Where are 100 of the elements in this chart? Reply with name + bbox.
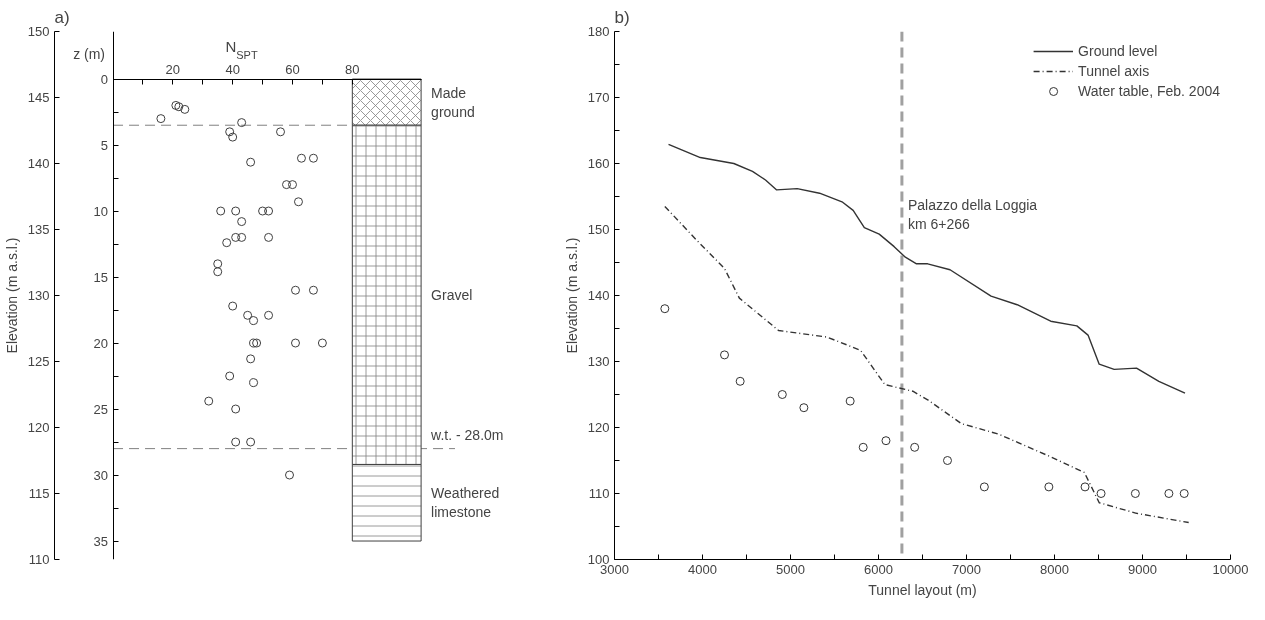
point — [231, 437, 241, 447]
point — [308, 153, 318, 163]
y-tick-label: 140 — [587, 288, 610, 303]
y-tick-label: 5 — [100, 137, 109, 153]
point — [1044, 482, 1054, 492]
point — [799, 403, 809, 413]
point — [225, 371, 235, 381]
point — [231, 404, 241, 414]
x-tick-label: 4000 — [688, 561, 717, 577]
point — [246, 157, 256, 167]
point — [213, 259, 223, 269]
x-tick-label: 20 — [165, 62, 181, 78]
point — [317, 338, 327, 348]
line-series — [667, 143, 1186, 394]
y2-axis-title: Elevation (m a.s.l.) — [3, 237, 20, 354]
x-axis-title: Tunnel layout (m) — [868, 581, 977, 598]
x-tick-label: 6000 — [864, 561, 893, 577]
x-tick-label: 80 — [345, 62, 360, 78]
point — [228, 301, 238, 311]
point — [225, 127, 235, 137]
point — [1164, 489, 1174, 498]
y-tick-label: 120 — [587, 420, 610, 435]
y-tick-label: 0 — [100, 71, 109, 87]
point — [282, 180, 292, 190]
point — [293, 197, 303, 207]
point — [1096, 489, 1106, 498]
point — [308, 285, 318, 295]
y-tick-label: 25 — [93, 401, 109, 417]
y-tick-label: 160 — [587, 156, 610, 171]
point — [777, 390, 787, 399]
point — [180, 104, 190, 114]
point — [1179, 489, 1189, 498]
y2-tick-label: 115 — [28, 486, 50, 501]
y-tick-label: 150 — [587, 222, 610, 237]
point — [276, 127, 286, 137]
x-tick-label: 9000 — [1128, 561, 1157, 577]
point — [1080, 482, 1090, 492]
ref-line-label: w.t. - 28.0m — [430, 426, 504, 443]
point — [942, 456, 952, 465]
point — [213, 267, 223, 277]
point — [246, 354, 256, 364]
point — [845, 396, 855, 406]
point — [231, 232, 241, 242]
point — [979, 482, 989, 492]
y-tick-label: 180 — [587, 24, 610, 39]
point — [858, 442, 868, 452]
y2-tick-label: 140 — [27, 156, 50, 171]
y-axis-title: Elevation (m a.s.l.) — [563, 237, 580, 354]
point — [222, 238, 232, 248]
point — [660, 304, 670, 314]
y-tick-label: 15 — [93, 269, 109, 285]
point — [290, 285, 300, 295]
point — [720, 350, 729, 360]
point — [249, 378, 259, 388]
point — [237, 217, 247, 227]
point — [231, 206, 241, 216]
point — [881, 436, 891, 446]
point — [285, 470, 294, 480]
y-tick-label: 20 — [93, 335, 109, 351]
y-tick-label: 110 — [588, 486, 610, 501]
ref-line-label: Palazzo della Loggia km 6+266 — [907, 196, 1038, 233]
point — [237, 232, 247, 242]
y2-tick-label: 125 — [27, 354, 50, 369]
point — [290, 338, 300, 348]
y-tick-label: 170 — [587, 90, 610, 105]
point — [288, 180, 297, 190]
point — [246, 437, 256, 447]
y-tick-label: 10 — [93, 203, 109, 219]
x-tick-label: 60 — [285, 62, 300, 78]
point — [228, 132, 238, 142]
band-label: Weathered limestone — [431, 485, 500, 521]
y2-tick-label: 150 — [27, 24, 50, 39]
point — [910, 442, 920, 452]
point — [216, 206, 226, 216]
x-tick-label: 40 — [225, 62, 240, 78]
point — [243, 310, 253, 320]
point — [735, 376, 745, 386]
point — [296, 153, 306, 163]
point — [264, 310, 274, 320]
y2-tick-label: 120 — [27, 420, 50, 435]
legend-label: Ground level — [1078, 43, 1158, 59]
y-tick-label: 130 — [587, 354, 610, 369]
chart-title: b) — [614, 7, 630, 27]
legend-label: Water table, Feb. 2004 — [1078, 83, 1220, 99]
y2-tick-label: 110 — [28, 552, 50, 567]
band-label: Gravel — [431, 286, 473, 303]
y-axis-title: z (m) — [73, 45, 106, 62]
x-tick-label: 7000 — [952, 561, 981, 577]
y-tick-label: 35 — [93, 533, 109, 549]
point — [156, 114, 166, 124]
point — [1130, 489, 1140, 498]
y2-tick-label: 145 — [27, 90, 50, 105]
y2-tick-label: 130 — [27, 288, 50, 303]
legend-label: Tunnel axis — [1078, 63, 1150, 79]
point — [204, 396, 214, 406]
x-tick-label: 5000 — [776, 561, 805, 577]
y2-tick-label: 135 — [27, 222, 50, 237]
y-tick-label: 30 — [93, 467, 109, 483]
point — [264, 232, 274, 242]
point — [249, 316, 259, 326]
